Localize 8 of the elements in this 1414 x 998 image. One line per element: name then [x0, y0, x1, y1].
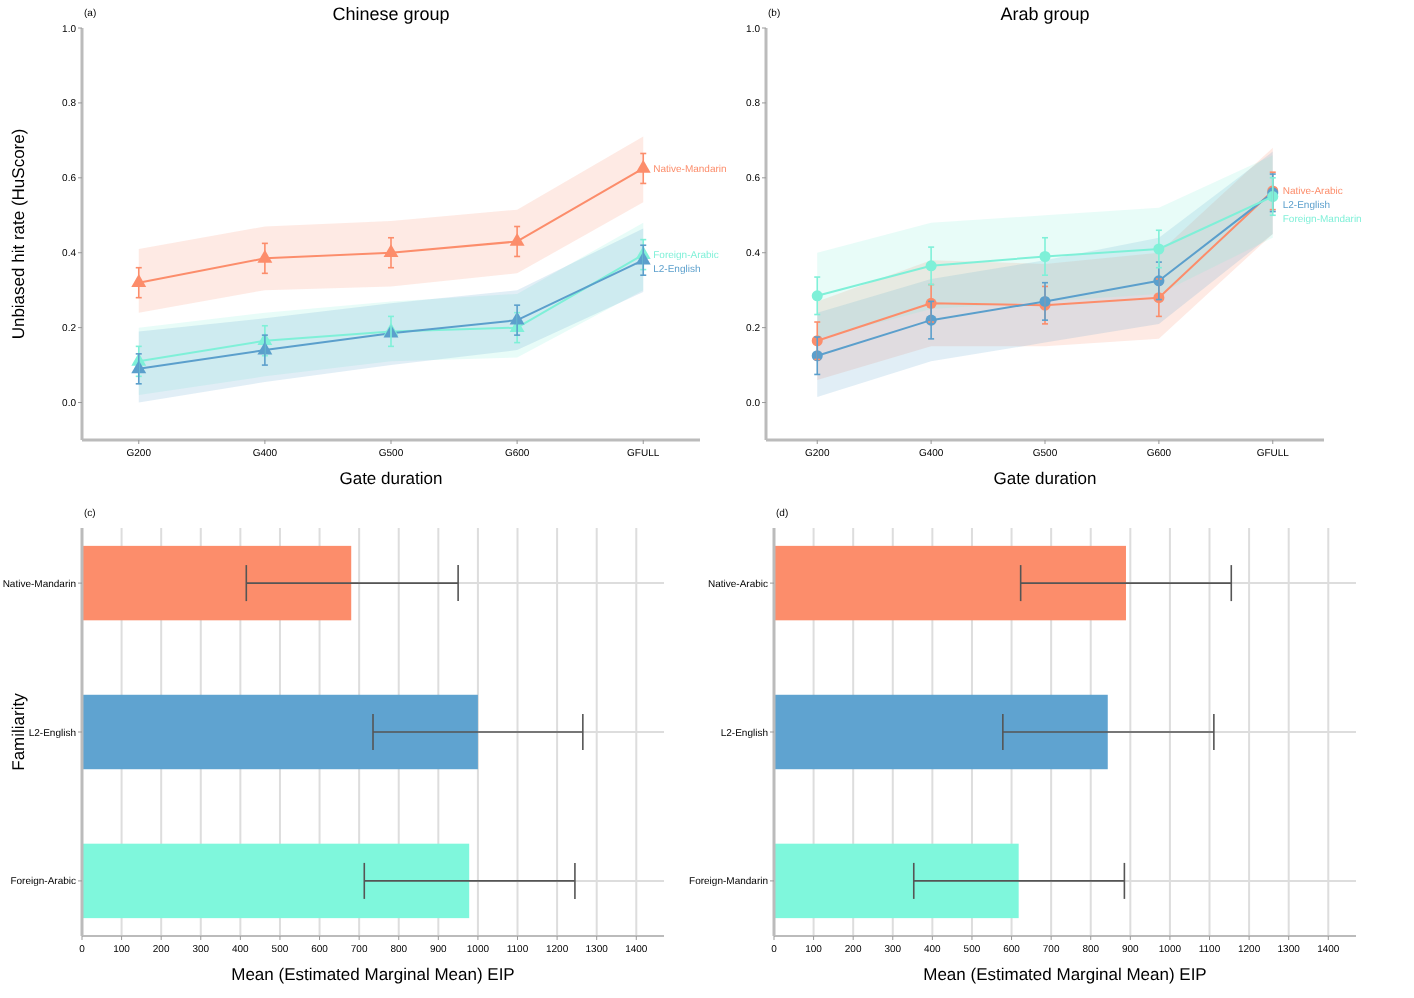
y-axis-title: Familiarity	[8, 691, 28, 771]
x-axis-title: Gate duration	[993, 468, 1098, 488]
x-axis-title: Mean (Estimated Marginal Mean) EIP	[923, 964, 1208, 984]
y-axis-title: Unbiased hit rate (HuScore)	[8, 128, 28, 340]
chart-title: Arab group	[1000, 4, 1090, 24]
x-axis-title: Gate duration	[339, 468, 444, 488]
chart-title: Chinese group	[332, 4, 450, 24]
x-axis-title: Mean (Estimated Marginal Mean) EIP	[231, 964, 516, 984]
